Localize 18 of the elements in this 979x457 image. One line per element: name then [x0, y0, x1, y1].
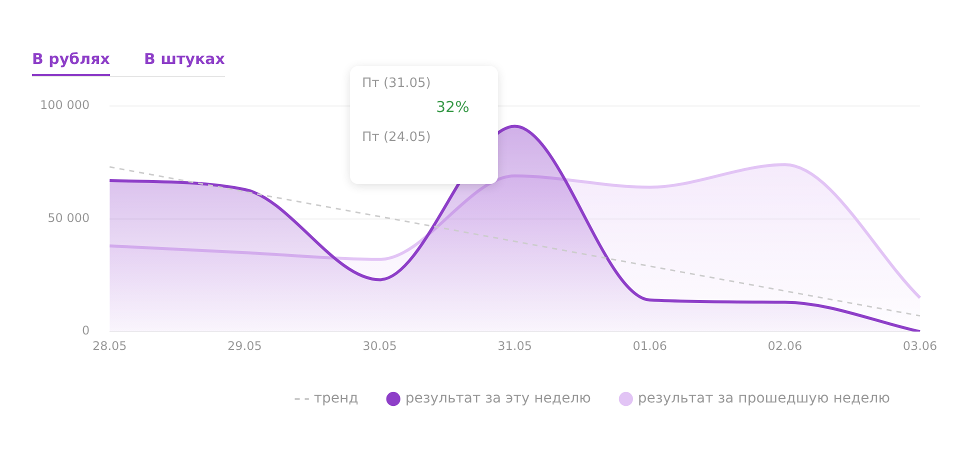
x-tick-label: 30.05 [362, 338, 397, 353]
y-tick-label: 0 [82, 324, 90, 338]
x-tick-label: 31.05 [498, 338, 532, 353]
y-tick-label: 50 000 [48, 210, 90, 225]
legend-label: результат за эту неделю [405, 390, 592, 407]
x-tick-label: 03.06 [902, 338, 938, 353]
x-tick-label: 29.05 [228, 338, 262, 353]
legend-label: тренд [314, 390, 358, 407]
tooltip-card: Пт (31.05) 32% Пт (24.05) [350, 66, 498, 184]
x-tick-label: 02.06 [768, 338, 802, 353]
y-tick-label: 100 000 [40, 98, 90, 112]
annotation: 32% [436, 98, 470, 116]
text: В рублях [32, 50, 110, 76]
annotation: Пт (24.05) [362, 130, 431, 145]
text: В штуках [144, 50, 225, 70]
legend-label: результат за прошедшую неделю [638, 390, 890, 407]
x-tick-label: 28.05 [92, 338, 127, 353]
x-tick-label: 01.06 [632, 338, 668, 353]
